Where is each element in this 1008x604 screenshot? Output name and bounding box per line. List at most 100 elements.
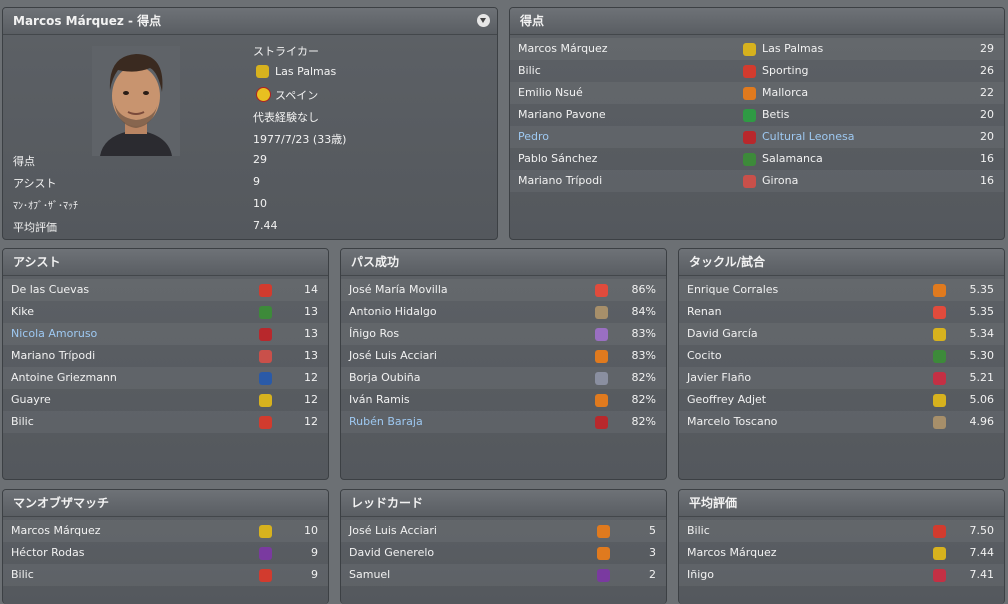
table-row[interactable]: José María Movilla 86% — [341, 279, 666, 301]
club-crest-icon — [933, 328, 946, 341]
player-name[interactable]: Marcos Márquez — [11, 524, 101, 537]
table-row[interactable]: José Luis Acciari 5 — [341, 520, 666, 542]
player-name[interactable]: Samuel — [349, 568, 391, 581]
player-name[interactable]: José Luis Acciari — [349, 524, 437, 537]
player-name[interactable]: Mariano Trípodi — [518, 174, 603, 187]
player-name[interactable]: Iñigo — [687, 568, 714, 581]
club-crest-icon — [259, 394, 272, 407]
player-name[interactable]: Renan — [687, 305, 722, 318]
player-name[interactable]: Guayre — [11, 393, 51, 406]
player-name[interactable]: Nicola Amoruso — [11, 327, 98, 340]
table-row[interactable]: Héctor Rodas 9 — [3, 542, 328, 564]
table-row[interactable]: Bilic 7.50 — [679, 520, 1004, 542]
club-crest-icon — [259, 328, 272, 341]
table-row[interactable]: Marcelo Toscano 4.96 — [679, 411, 1004, 433]
player-name[interactable]: Mariano Pavone — [518, 108, 606, 121]
stat-value: 5.35 — [969, 283, 995, 296]
club-name[interactable]: Girona — [762, 174, 799, 187]
table-row[interactable]: Bilic Sporting 26 — [510, 60, 1004, 82]
table-row[interactable]: Mariano Pavone Betis 20 — [510, 104, 1004, 126]
table-row[interactable]: Iván Ramis 82% — [341, 389, 666, 411]
table-row[interactable]: Samuel 2 — [341, 564, 666, 586]
player-name[interactable]: Bilic — [687, 524, 710, 537]
table-row[interactable]: Antonio Hidalgo 84% — [341, 301, 666, 323]
player-name[interactable]: Kike — [11, 305, 35, 318]
club-crest-icon — [597, 569, 610, 582]
table-row[interactable]: Borja Oubiña 82% — [341, 367, 666, 389]
player-name[interactable]: Geoffrey Adjet — [687, 393, 767, 406]
club-crest-icon — [259, 372, 272, 385]
player-name[interactable]: Marcos Márquez — [518, 42, 608, 55]
player-name[interactable]: Bilic — [11, 415, 34, 428]
club-name[interactable]: Las Palmas — [762, 42, 824, 55]
stat-value: 5.21 — [969, 371, 995, 384]
table-row[interactable]: Iñigo 7.41 — [679, 564, 1004, 586]
player-name[interactable]: Héctor Rodas — [11, 546, 85, 559]
club-name[interactable]: Cultural Leonesa — [762, 130, 855, 143]
table-row[interactable]: José Luis Acciari 83% — [341, 345, 666, 367]
table-row[interactable]: Marcos Márquez 10 — [3, 520, 328, 542]
motm-panel: マンオブザマッチ Marcos Márquez 10 Héctor Rodas 9 Bi… — [2, 489, 329, 604]
table-row[interactable]: Guayre 12 — [3, 389, 328, 411]
dropdown-icon[interactable] — [477, 14, 490, 27]
table-row[interactable]: Bilic 12 — [3, 411, 328, 433]
player-name[interactable]: Mariano Trípodi — [11, 349, 96, 362]
player-name[interactable]: De las Cuevas — [11, 283, 90, 296]
table-row[interactable]: David Generelo 3 — [341, 542, 666, 564]
player-club[interactable]: Las Palmas — [275, 65, 337, 78]
table-row[interactable]: Marcos Márquez Las Palmas 29 — [510, 38, 1004, 60]
table-row[interactable]: Bilic 9 — [3, 564, 328, 586]
player-name[interactable]: Borja Oubiña — [349, 371, 421, 384]
table-row[interactable]: Emilio Nsué Mallorca 22 — [510, 82, 1004, 104]
player-name[interactable]: Antoine Griezmann — [11, 371, 117, 384]
stat-value: 2 — [649, 568, 656, 581]
player-name[interactable]: Iván Ramis — [349, 393, 410, 406]
top-scorers-panel: 得点 Marcos Márquez Las Palmas 29 Bilic Sporti… — [509, 7, 1005, 240]
table-row[interactable]: Kike 13 — [3, 301, 328, 323]
table-row[interactable]: David García 5.34 — [679, 323, 1004, 345]
player-name[interactable]: Javier Flaño — [687, 371, 752, 384]
club-name[interactable]: Betis — [762, 108, 790, 121]
table-row[interactable]: Marcos Márquez 7.44 — [679, 542, 1004, 564]
table-row[interactable]: Enrique Corrales 5.35 — [679, 279, 1004, 301]
stat-value: 7.44 — [969, 546, 995, 559]
table-row[interactable]: Rubén Baraja 82% — [341, 411, 666, 433]
player-name[interactable]: David Generelo — [349, 546, 435, 559]
player-name[interactable]: Bilic — [11, 568, 34, 581]
player-name[interactable]: Emilio Nsué — [518, 86, 583, 99]
stat-value: 7.50 — [969, 524, 995, 537]
player-name[interactable]: Rubén Baraja — [349, 415, 423, 428]
club-name[interactable]: Salamanca — [762, 152, 823, 165]
player-name[interactable]: Enrique Corrales — [687, 283, 779, 296]
table-row[interactable]: De las Cuevas 14 — [3, 279, 328, 301]
player-name[interactable]: Antonio Hidalgo — [349, 305, 437, 318]
stat-value: 13 — [304, 327, 318, 340]
table-row[interactable]: Geoffrey Adjet 5.06 — [679, 389, 1004, 411]
table-row[interactable]: Javier Flaño 5.21 — [679, 367, 1004, 389]
player-name[interactable]: Marcos Márquez — [687, 546, 777, 559]
player-name[interactable]: David García — [687, 327, 758, 340]
table-row[interactable]: Antoine Griezmann 12 — [3, 367, 328, 389]
player-name[interactable]: José María Movilla — [349, 283, 448, 296]
player-position: ストライカー — [253, 45, 319, 58]
player-nation[interactable]: スペイン — [275, 89, 319, 102]
player-name[interactable]: Íñigo Ros — [349, 327, 400, 340]
stat-value: 16 — [980, 152, 994, 165]
player-name[interactable]: Pablo Sánchez — [518, 152, 598, 165]
club-name[interactable]: Sporting — [762, 64, 809, 77]
player-name[interactable]: Cocito — [687, 349, 722, 362]
player-name[interactable]: José Luis Acciari — [349, 349, 437, 362]
table-row[interactable]: Íñigo Ros 83% — [341, 323, 666, 345]
club-name[interactable]: Mallorca — [762, 86, 809, 99]
player-name[interactable]: Pedro — [518, 130, 550, 143]
table-row[interactable]: Pablo Sánchez Salamanca 16 — [510, 148, 1004, 170]
player-name[interactable]: Marcelo Toscano — [687, 415, 778, 428]
table-row[interactable]: Pedro Cultural Leonesa 20 — [510, 126, 1004, 148]
table-row[interactable]: Mariano Trípodi 13 — [3, 345, 328, 367]
table-row[interactable]: Cocito 5.30 — [679, 345, 1004, 367]
player-name[interactable]: Bilic — [518, 64, 541, 77]
table-row[interactable]: Mariano Trípodi Girona 16 — [510, 170, 1004, 192]
table-row[interactable]: Nicola Amoruso 13 — [3, 323, 328, 345]
table-row[interactable]: Renan 5.35 — [679, 301, 1004, 323]
club-crest-icon — [259, 416, 272, 429]
